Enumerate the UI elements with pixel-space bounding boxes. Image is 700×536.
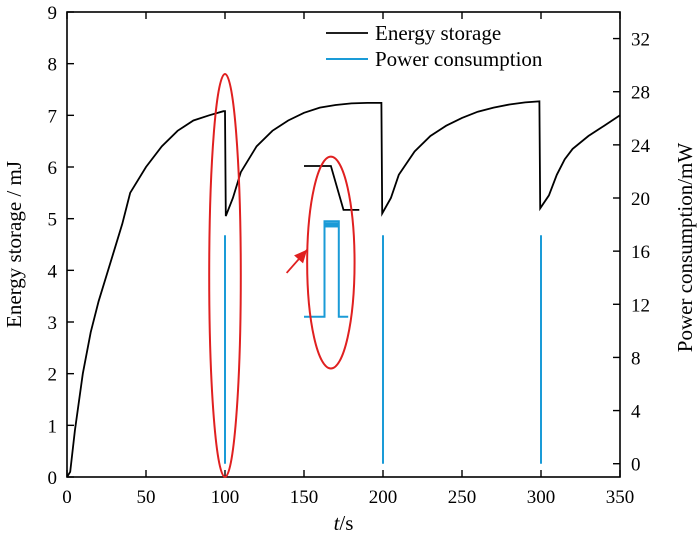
series-layer	[66, 100, 621, 478]
left-y-axis-ticks: 0 1 2 3 4 5 6 7 8 9	[48, 3, 74, 489]
arrow-head	[294, 249, 308, 264]
right-y-tick-label: 8	[631, 348, 641, 369]
right-y-tick-label: 20	[631, 189, 650, 210]
x-tick-label: 300	[527, 487, 556, 508]
x-tick-label: 0	[62, 487, 72, 508]
left-y-tick-label: 1	[48, 416, 58, 437]
left-y-tick-label: 3	[48, 313, 58, 334]
x-axis-ticks: 0 50 100 150 200 250 300 350	[62, 12, 634, 508]
x-tick-label: 100	[211, 487, 240, 508]
left-y-tick-label: 0	[48, 468, 58, 489]
x-axis-label-variable: t	[334, 511, 341, 535]
right-y-tick-label: 32	[631, 30, 650, 51]
right-y-tick-label: 4	[631, 402, 641, 423]
left-y-tick-label: 8	[48, 55, 58, 76]
left-y-tick-label: 9	[48, 3, 58, 24]
highlight-ellipse	[306, 155, 356, 370]
x-tick-label: 150	[290, 487, 319, 508]
right-y-tick-label: 0	[631, 455, 641, 476]
plot-border	[66, 11, 621, 478]
legend-label-power-consumption: Power consumption	[375, 47, 543, 71]
legend-label-energy-storage: Energy storage	[375, 21, 501, 45]
x-tick-label: 250	[448, 487, 477, 508]
left-y-tick-label: 6	[48, 158, 58, 179]
x-tick-label: 350	[606, 487, 635, 508]
left-y-tick-label: 4	[48, 261, 58, 282]
left-y-tick-label: 7	[48, 106, 58, 127]
x-axis-label-unit: /s	[339, 511, 353, 535]
x-tick-label: 50	[137, 487, 156, 508]
inset-power-trace	[304, 220, 349, 318]
plot-frame	[66, 11, 621, 478]
highlight-ellipse	[208, 73, 242, 478]
inset-power-cap	[324, 222, 339, 228]
right-y-tick-label: 12	[631, 295, 650, 316]
left-y-tick-label: 2	[48, 365, 58, 386]
right-y-tick-label: 24	[631, 136, 651, 157]
right-y-axis-label: Power consumption/mW	[673, 143, 697, 353]
energy-storage-line	[66, 100, 621, 478]
x-tick-label: 200	[369, 487, 398, 508]
left-y-tick-label: 5	[48, 210, 58, 231]
annotation-layer	[208, 73, 360, 478]
right-y-axis-ticks: 0 4 8 12 16 20 24 28 32	[613, 30, 651, 476]
right-y-tick-label: 16	[631, 242, 650, 263]
left-y-axis-label: Energy storage / mJ	[2, 161, 26, 328]
right-y-tick-label: 28	[631, 83, 650, 104]
x-axis-label: t/s	[334, 511, 354, 535]
